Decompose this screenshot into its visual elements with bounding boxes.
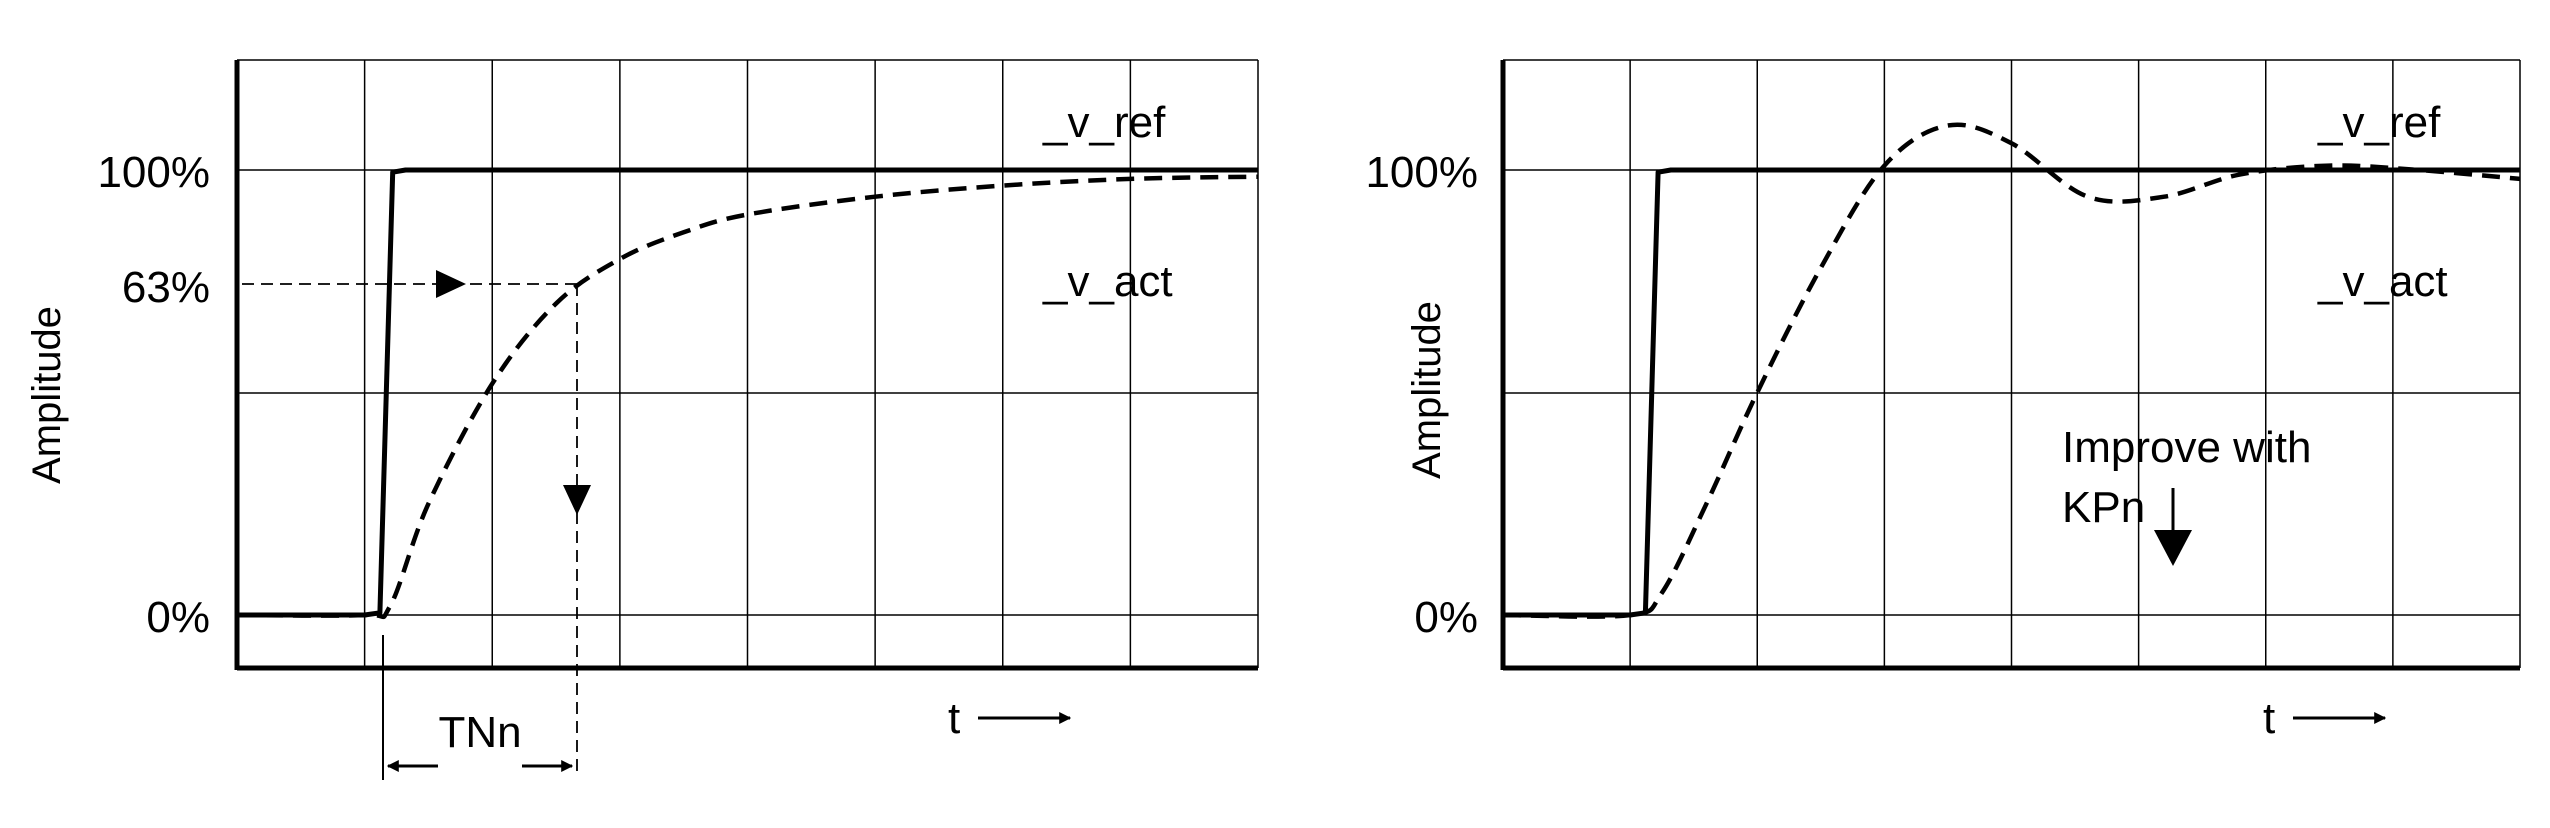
left-x-axis-label: t	[948, 694, 960, 743]
right-series-v-ref-line	[1503, 167, 2520, 618]
left-ytick-63: 63%	[122, 263, 210, 312]
panel-right: 100% 0% Amplitude _v_ref _v_act Improve …	[1365, 59, 2521, 743]
left-63-right-arrow-icon	[436, 270, 466, 298]
left-63-down-arrow-icon	[563, 485, 591, 515]
right-ytick-100: 100%	[1365, 148, 1478, 197]
right-annotation-down-arrow-icon	[2154, 530, 2192, 566]
right-legend-v-ref: _v_ref	[2317, 98, 2441, 147]
right-annotation-line-2: KPn	[2062, 483, 2145, 532]
left-series-v-act-line	[236, 174, 1259, 620]
left-y-axis-label: Amplitude	[25, 306, 69, 484]
right-x-axis-label: t	[2263, 694, 2275, 743]
panel-left: 100% 63% 0% Amplitude _v_ref _v_act TNn …	[25, 59, 1259, 780]
right-y-axis-label: Amplitude	[1405, 301, 1449, 479]
right-annotation-line-1: Improve with	[2062, 423, 2311, 472]
right-ytick-0: 0%	[1414, 593, 1478, 642]
left-legend-v-act: _v_act	[1042, 257, 1173, 306]
right-series-v-act-line	[1502, 122, 2521, 619]
right-grid	[1503, 59, 2521, 668]
left-grid	[237, 59, 1259, 668]
left-ytick-0: 0%	[146, 593, 210, 642]
left-legend-v-ref: _v_ref	[1042, 98, 1166, 147]
left-ytick-100: 100%	[97, 148, 210, 197]
left-series-v-ref-line	[237, 167, 1258, 618]
left-tnn-label: TNn	[438, 708, 521, 757]
right-legend-v-act: _v_act	[2317, 257, 2448, 306]
